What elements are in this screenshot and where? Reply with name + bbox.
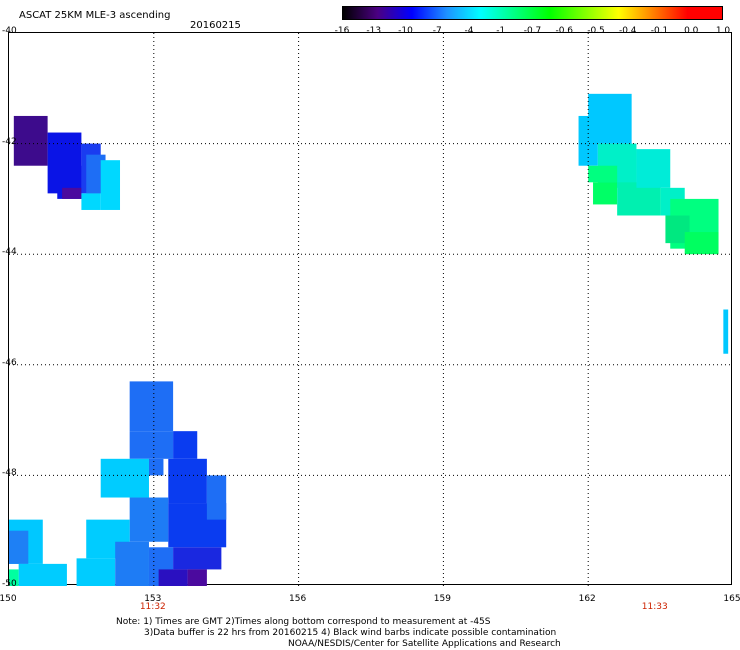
wind-data-cell [100,160,121,210]
map-svg [9,33,733,586]
note-line-3: NOAA/NESDIS/Center for Satellite Applica… [288,639,561,649]
map-plot-area [8,32,733,586]
time-label: 11:32 [139,602,166,612]
y-axis-label: -44 [2,247,17,258]
wind-data-cell [148,458,164,476]
wind-data-cell [588,165,618,183]
colorbar-tick-label: 1.0 [715,26,731,36]
colorbar-tick-label: -7 [432,26,442,36]
wind-data-cell [129,381,174,432]
wind-data-cell [76,558,116,586]
x-axis-label: 150 [0,594,17,604]
wind-data-cell [636,149,671,188]
colorbar-tick-label: -16 [334,26,350,36]
wind-data-cell [115,541,149,586]
colorbar-tick-label: -0.4 [618,26,637,36]
wind-data-cell [206,475,227,520]
y-axis-label: -50 [2,579,17,589]
wind-data-cell [13,115,48,166]
wind-data-cell [9,530,29,564]
colorbar-tick-label: -0.5 [587,26,605,36]
wind-data-cell [81,193,101,210]
y-axis-label: -40 [2,26,17,36]
plot-date: 20160215 [190,20,241,31]
time-label: 11:33 [641,602,668,612]
plot-title: ASCAT 25KM MLE-3 ascending [19,10,171,21]
colorbar-tick-label: -10 [398,26,413,36]
wind-data-cell [129,431,174,459]
colorbar-tick-label: -1 [496,26,506,36]
wind-data-cell [168,458,207,504]
wind-data-cell [62,187,82,199]
wind-data-cell [18,563,67,586]
y-axis-label: -42 [2,136,17,147]
colorbar-tick-label: 0.0 [684,26,699,36]
wind-data-cell [593,182,618,205]
colorbar-tick-label: -13 [366,26,382,36]
colorbar-tick-label: -0.7 [523,26,542,36]
wind-data-cell [9,569,19,586]
x-axis-label: 162 [578,594,596,604]
wind-data-cell [158,569,188,586]
wind-data-cell [684,232,719,255]
colorbar-tick-label: -0.6 [555,26,574,36]
colorbar-tick-labels: -16 -13 -10 -7 -4 -1 -0.7 -0.6 -0.5 -0.4 -0.1 0.0 1.… [0,26,740,38]
y-axis-label: -48 [2,468,17,479]
wind-data-cell [100,458,149,498]
wind-data-cell [187,569,207,586]
note-line-2: 3)Data buffer is 22 hrs from 20160215 4)… [144,628,557,638]
wind-data-cell [723,309,729,354]
wind-data-cell [173,431,198,459]
wind-data-cell [173,547,222,570]
x-axis-label: 159 [433,594,451,604]
wind-data-cell [129,497,169,542]
x-axis-label: 153 [144,594,162,604]
x-axis-label: 156 [289,594,307,604]
wind-data-cell [578,115,598,166]
x-axis-label: 165 [723,594,740,604]
note-line-1: Note: 1) Times are GMT 2)Times along bot… [116,617,491,627]
colorbar-tick-label: -0.1 [650,26,669,36]
y-axis-label: -46 [2,357,17,368]
colorbar-tick-label: -4 [464,26,474,36]
colorbar [342,6,723,20]
